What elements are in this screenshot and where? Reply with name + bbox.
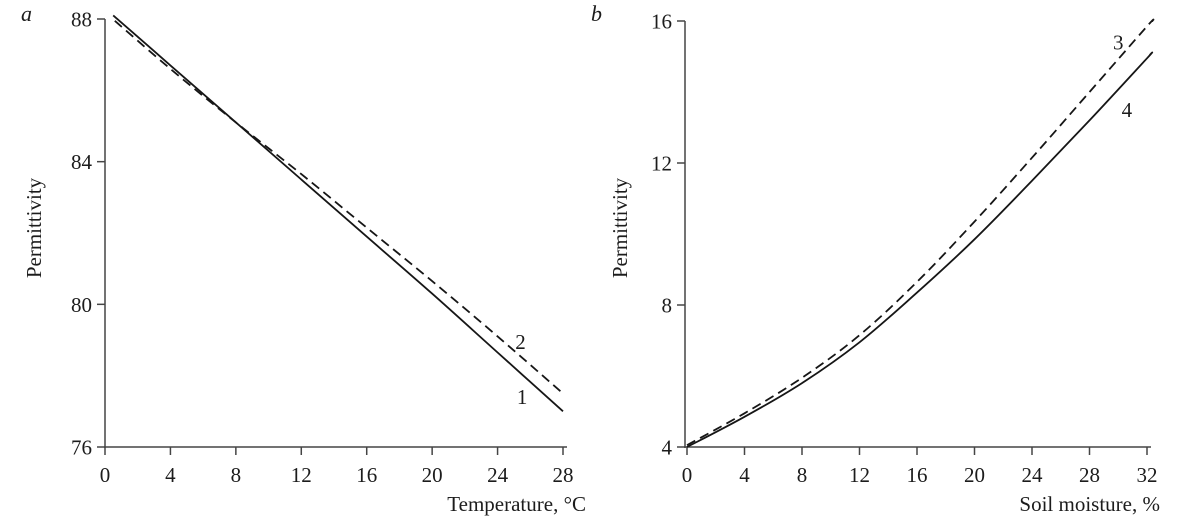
x-tick-label: 24 — [487, 463, 509, 487]
y-tick-label: 84 — [71, 150, 93, 174]
x-tick-label: 12 — [849, 463, 870, 487]
x-tick-label: 28 — [553, 463, 574, 487]
series-label-3: 3 — [1113, 30, 1124, 54]
y-tick-label: 76 — [71, 436, 92, 460]
y-axis-title-right: Permittivity — [608, 177, 632, 279]
series-label-2: 2 — [515, 330, 526, 354]
panel-label-b: b — [591, 1, 602, 26]
x-tick-label: 0 — [100, 463, 111, 487]
y-tick-label: 16 — [651, 10, 672, 34]
series-line-4 — [686, 51, 1154, 448]
x-tick-label: 16 — [356, 463, 377, 487]
x-tick-label: 4 — [165, 463, 176, 487]
series-line-1 — [112, 14, 564, 412]
y-axis-title-left: Permittivity — [22, 177, 46, 279]
series-line-2 — [114, 20, 564, 395]
series-label-1: 1 — [517, 385, 528, 409]
x-tick-label: 4 — [739, 463, 750, 487]
y-tick-label: 80 — [71, 293, 92, 317]
y-tick-label: 88 — [71, 8, 92, 32]
x-tick-label: 20 — [964, 463, 985, 487]
series-line-3 — [686, 18, 1155, 446]
x-tick-label: 16 — [907, 463, 928, 487]
panel-label-a: a — [21, 1, 32, 26]
x-tick-label: 32 — [1137, 463, 1158, 487]
y-tick-label: 4 — [662, 436, 673, 460]
x-axis-title-soil-moisture: Soil moisture, % — [1019, 492, 1160, 516]
series-label-4: 4 — [1122, 98, 1133, 122]
x-tick-label: 24 — [1022, 463, 1044, 487]
x-tick-label: 0 — [682, 463, 693, 487]
x-tick-label: 12 — [291, 463, 312, 487]
x-tick-label: 8 — [231, 463, 242, 487]
x-tick-label: 28 — [1079, 463, 1100, 487]
x-tick-label: 20 — [422, 463, 443, 487]
y-tick-label: 8 — [662, 294, 673, 318]
x-axis-title-temperature: Temperature, °C — [447, 492, 586, 516]
x-tick-label: 8 — [797, 463, 808, 487]
y-tick-label: 12 — [651, 152, 672, 176]
